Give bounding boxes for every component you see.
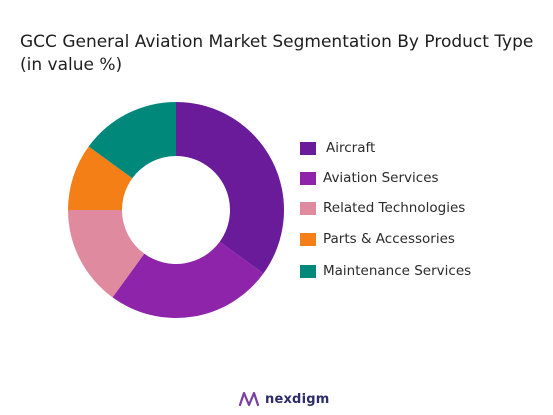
legend-item: Aircraft — [300, 137, 375, 159]
chart-title: GCC General Aviation Market Segmentation… — [20, 32, 534, 75]
legend-label: Aircraft — [326, 140, 376, 156]
donut-slice-aviation-services — [112, 241, 264, 318]
donut-slice-aircraft — [176, 102, 284, 274]
legend-item: Related Technologies — [300, 197, 465, 219]
legend-swatch — [300, 201, 316, 215]
legend-swatch — [300, 171, 316, 185]
legend-swatch — [300, 264, 316, 278]
legend-item: Maintenance Services — [300, 260, 471, 282]
legend-item: Parts & Accessories — [300, 228, 455, 250]
donut-slice-related-technologies — [68, 210, 145, 298]
brand-name: nexdigm — [265, 391, 330, 407]
legend-swatch — [300, 141, 316, 155]
legend-swatch — [300, 232, 316, 246]
brand-footer: nexdigm — [238, 390, 329, 408]
legend-item: Aviation Services — [300, 167, 439, 189]
legend-label: Maintenance Services — [323, 263, 472, 279]
legend-label: Aviation Services — [323, 170, 439, 186]
legend-label: Related Technologies — [323, 200, 466, 216]
donut-slice-parts-accessories — [68, 146, 133, 210]
legend-label: Parts & Accessories — [323, 231, 455, 247]
nexdigm-logo-icon — [238, 391, 260, 407]
donut-slice-maintenance-services — [88, 102, 176, 179]
